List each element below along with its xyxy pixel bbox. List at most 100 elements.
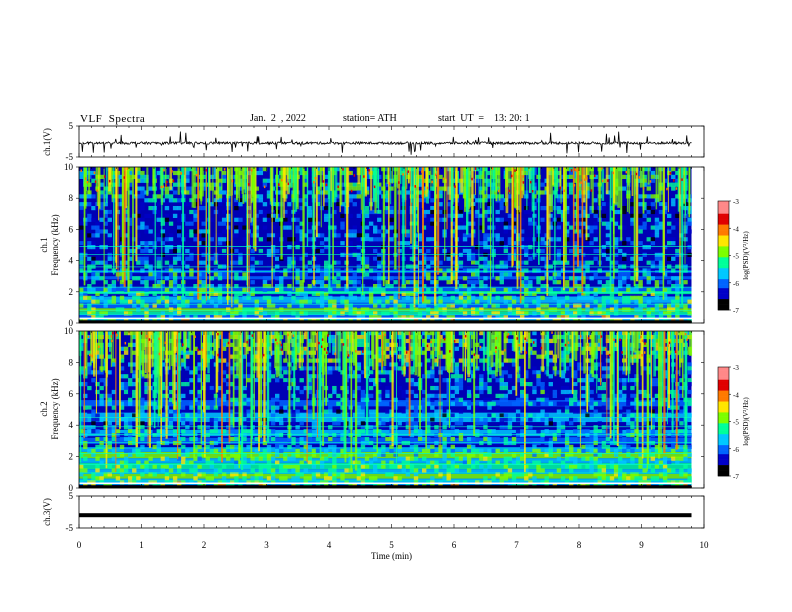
psd-peak [342,168,344,171]
psd-peak [607,179,609,182]
psd-cell [373,425,378,430]
psd-cell [569,276,574,281]
psd-cell [87,233,92,238]
psd-cell [275,248,280,254]
psd-cell [573,245,578,250]
psd-cell [650,237,656,242]
psd-cell [119,280,125,285]
psd-cell [319,182,325,187]
psd-cell [487,291,492,296]
psd-cell [156,299,161,304]
psd-cell [520,245,525,250]
psd-cell [136,291,141,296]
psd-cell [597,421,602,426]
psd-cell [193,346,198,351]
psd-cell [564,233,570,238]
psd-peak [585,175,587,178]
psd-cell [99,370,104,375]
psd-cell [217,233,223,238]
psd-cell [630,405,635,410]
psd-cell [683,237,688,242]
sferic-line [280,167,283,260]
sferic-line [388,167,390,284]
psd-cell [662,268,668,273]
hiss-streak [627,167,630,186]
psd-cell [426,299,431,304]
psd-cell [368,268,374,273]
psd-cell [597,331,602,336]
psd-cell [622,280,627,285]
psd-cell [283,217,288,222]
psd-cell [622,299,627,304]
psd-cell [123,425,129,430]
psd-cell [189,229,194,234]
psd-cell [217,370,223,375]
hiss-streak [657,167,661,202]
psd-cell [483,213,488,218]
psd-cell [95,436,100,442]
psd-cell [177,440,182,446]
hiss-streak [95,167,98,191]
psd-cell [221,429,227,434]
psd-cell [556,256,562,261]
psd-cell [156,440,161,446]
psd-cell [87,245,92,250]
psd-cell [123,299,129,304]
psd-cell [593,229,598,234]
frequency-band [79,314,692,318]
psd-cell [373,260,378,265]
psd-cell [201,280,206,285]
psd-cell [548,401,553,406]
psd-cell [111,405,117,410]
psd-cell [377,393,382,399]
psd-cell [95,248,100,254]
psd-cell [499,241,504,246]
psd-cell [352,186,357,191]
psd-cell [217,291,223,296]
psd-cell [283,268,288,273]
psd-cell [438,245,443,250]
psd-cell [401,413,406,418]
psd-cell [622,413,627,418]
psd-cell [87,194,92,199]
psd-cell [548,307,553,312]
psd-cell [577,268,582,273]
psd-cell [123,260,129,265]
psd-cell [164,295,170,300]
psd-cell [385,401,390,406]
psd-cell [409,303,415,308]
psd-cell [679,429,684,434]
psd-cell [524,405,529,410]
psd-cell [487,178,492,183]
psd-cell [303,182,308,187]
psd-cell [577,425,582,430]
psd-cell [197,433,202,438]
psd-cell [642,421,647,426]
psd-cell [307,374,313,379]
psd-cell [209,389,215,395]
psd-cell [197,272,202,277]
psd-cell [475,385,480,391]
psd-cell [234,248,239,254]
psd-cell [458,436,464,442]
psd-cell [458,291,464,296]
psd-cell [405,167,411,172]
psd-cell [201,206,206,211]
psd-cell [242,307,247,312]
psd-cell [520,268,525,273]
sferic-line [575,167,578,233]
sferic-line [121,167,124,282]
psd-cell [569,174,574,179]
psd-cell [417,248,423,254]
psd-cell [630,382,635,387]
psd-cell [503,287,509,293]
psd-cell [564,206,570,211]
psd-cell [123,209,129,215]
psd-cell [336,311,341,316]
psd-cell [266,190,272,195]
sferic-line [103,167,105,294]
psd-cell [630,393,635,399]
psd-cell [332,268,337,273]
psd-cell [438,260,443,265]
psd-cell [458,338,464,344]
